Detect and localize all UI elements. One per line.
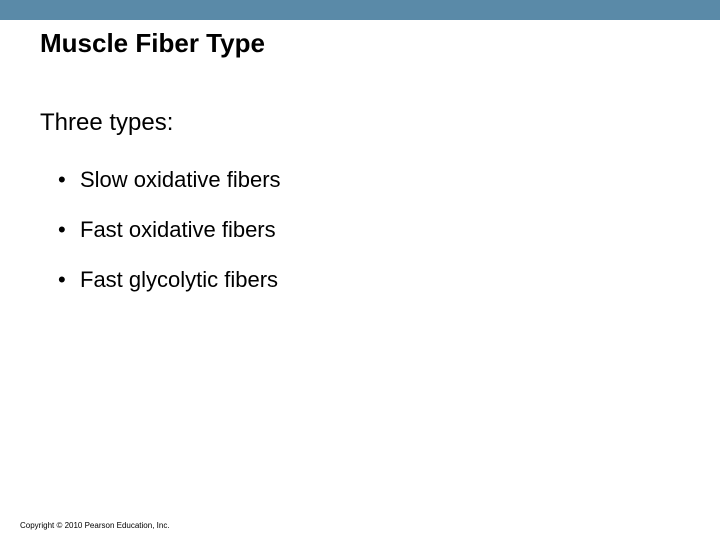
list-item: Fast oxidative fibers (80, 207, 720, 257)
copyright-text: Copyright © 2010 Pearson Education, Inc. (20, 521, 170, 530)
slide-subtitle: Three types: (0, 59, 720, 137)
header-accent-bar (0, 0, 720, 20)
bullet-list: Slow oxidative fibers Fast oxidative fib… (0, 137, 720, 307)
list-item: Slow oxidative fibers (80, 157, 720, 207)
slide-title: Muscle Fiber Type (0, 20, 720, 59)
list-item: Fast glycolytic fibers (80, 257, 720, 307)
